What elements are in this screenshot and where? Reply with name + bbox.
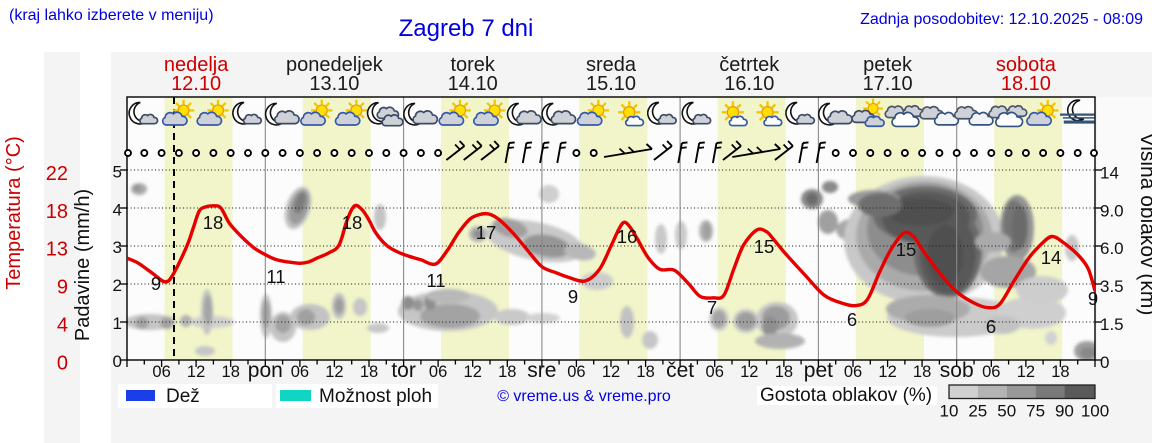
svg-text:18: 18 [203, 212, 224, 233]
svg-text:torek: torek [450, 54, 495, 76]
svg-text:čet: čet [666, 359, 694, 382]
svg-text:9.0: 9.0 [1100, 201, 1124, 220]
svg-text:Možnost ploh: Možnost ploh [319, 386, 432, 407]
svg-text:sob: sob [940, 359, 974, 382]
svg-text:1: 1 [113, 314, 122, 333]
svg-text:1.5: 1.5 [1100, 315, 1124, 334]
svg-text:petek: petek [863, 54, 913, 76]
svg-text:15: 15 [896, 239, 917, 260]
svg-text:12: 12 [325, 363, 343, 381]
svg-text:16.10: 16.10 [724, 73, 774, 95]
svg-text:3: 3 [113, 238, 122, 257]
svg-text:18: 18 [775, 363, 793, 381]
svg-text:25: 25 [968, 402, 987, 421]
svg-text:Temperatura (°C): Temperatura (°C) [3, 136, 25, 290]
svg-text:3.5: 3.5 [1100, 277, 1124, 296]
svg-text:16: 16 [617, 226, 638, 247]
svg-text:9: 9 [1088, 288, 1098, 309]
svg-text:11: 11 [426, 270, 445, 291]
svg-text:2: 2 [113, 276, 122, 295]
svg-text:06: 06 [567, 363, 585, 381]
svg-text:14: 14 [1041, 247, 1062, 268]
svg-text:22: 22 [46, 163, 68, 185]
svg-text:4: 4 [113, 200, 122, 219]
svg-text:18: 18 [913, 363, 931, 381]
svg-text:11: 11 [266, 266, 285, 287]
svg-text:Zagreb 7 dni: Zagreb 7 dni [399, 15, 534, 42]
svg-text:17.10: 17.10 [863, 73, 913, 95]
svg-text:18: 18 [498, 363, 516, 381]
svg-text:17: 17 [476, 222, 497, 243]
svg-text:15: 15 [754, 236, 775, 257]
svg-text:sre: sre [527, 359, 556, 382]
svg-text:12.10: 12.10 [171, 73, 221, 95]
svg-text:18.10: 18.10 [1001, 73, 1051, 95]
svg-text:0: 0 [57, 353, 68, 375]
svg-text:sobota: sobota [996, 54, 1057, 76]
svg-text:7: 7 [707, 297, 717, 318]
svg-text:6: 6 [986, 316, 996, 337]
svg-text:Zadnja posodobitev: 12.10.2025: Zadnja posodobitev: 12.10.2025 - 08:09 [860, 11, 1143, 28]
svg-text:12: 12 [602, 363, 620, 381]
svg-text:(kraj lahko izberete v meniju): (kraj lahko izberete v meniju) [9, 7, 214, 24]
svg-text:6: 6 [847, 309, 857, 330]
svg-text:tor: tor [391, 359, 416, 382]
svg-text:13: 13 [46, 239, 68, 261]
svg-text:nedelja: nedelja [164, 54, 229, 76]
svg-text:06: 06 [291, 363, 309, 381]
svg-text:06: 06 [844, 363, 862, 381]
svg-text:sreda: sreda [586, 54, 637, 76]
svg-text:100: 100 [1081, 402, 1109, 421]
svg-text:15.10: 15.10 [586, 73, 636, 95]
svg-text:06: 06 [706, 363, 724, 381]
svg-text:Gostota oblakov (%): Gostota oblakov (%) [760, 385, 932, 406]
svg-text:pet: pet [804, 359, 833, 382]
svg-text:9: 9 [151, 273, 161, 294]
svg-text:10: 10 [940, 402, 959, 421]
svg-text:© vreme.us & vreme.pro: © vreme.us & vreme.pro [497, 388, 671, 405]
svg-text:12: 12 [187, 363, 205, 381]
svg-text:12: 12 [464, 363, 482, 381]
svg-text:0: 0 [1100, 353, 1109, 372]
svg-text:14.10: 14.10 [448, 73, 498, 95]
svg-text:13.10: 13.10 [309, 73, 359, 95]
svg-text:4: 4 [57, 315, 68, 337]
svg-text:5: 5 [113, 162, 122, 181]
svg-text:18: 18 [636, 363, 654, 381]
svg-text:12: 12 [1017, 363, 1035, 381]
svg-text:75: 75 [1026, 402, 1045, 421]
svg-text:90: 90 [1055, 402, 1074, 421]
svg-text:50: 50 [997, 402, 1016, 421]
svg-text:06: 06 [152, 363, 170, 381]
svg-text:18: 18 [1051, 363, 1069, 381]
svg-text:četrtek: četrtek [719, 54, 780, 76]
svg-text:06: 06 [429, 363, 447, 381]
svg-text:12: 12 [878, 363, 896, 381]
svg-text:18: 18 [342, 212, 363, 233]
svg-text:9: 9 [568, 286, 578, 307]
svg-text:Padavine (mm/h): Padavine (mm/h) [72, 189, 94, 341]
svg-text:18: 18 [222, 363, 240, 381]
svg-text:18: 18 [46, 201, 68, 223]
svg-text:06: 06 [982, 363, 1000, 381]
svg-text:Dež: Dež [166, 386, 200, 407]
svg-text:0: 0 [113, 352, 122, 371]
svg-text:18: 18 [360, 363, 378, 381]
svg-text:ponedeljek: ponedeljek [286, 54, 384, 76]
svg-text:9: 9 [57, 277, 68, 299]
svg-text:pon: pon [248, 359, 283, 382]
svg-text:Višina oblakov (km): Višina oblakov (km) [1136, 133, 1152, 316]
svg-text:6.0: 6.0 [1100, 239, 1124, 258]
svg-text:12: 12 [740, 363, 758, 381]
svg-text:14: 14 [1100, 163, 1119, 182]
